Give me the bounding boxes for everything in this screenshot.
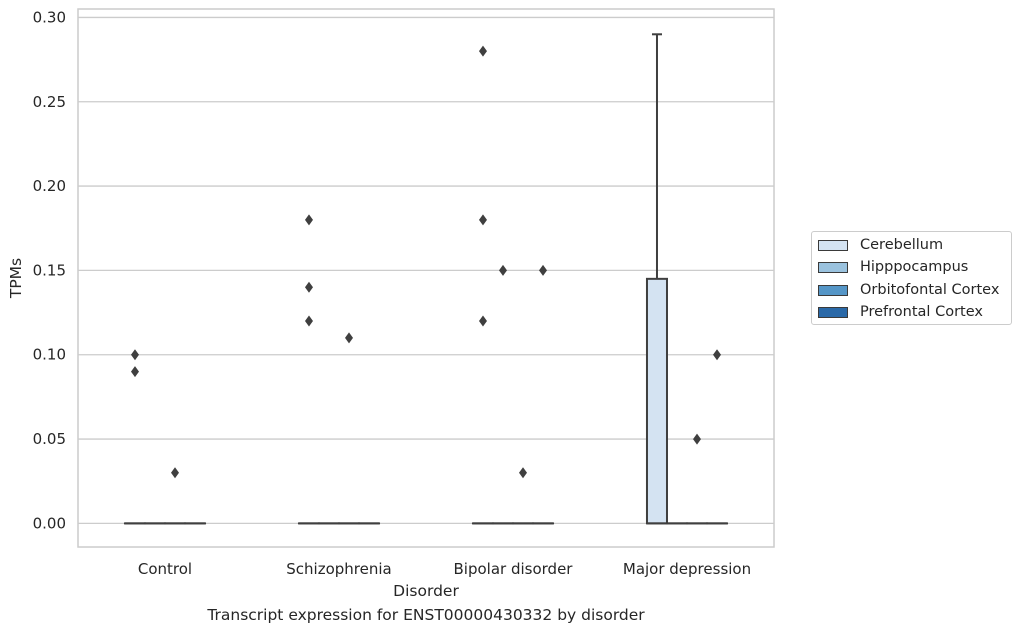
x-axis-ticks: Control Schizophrenia Bipolar disorder Majo… [138, 560, 751, 578]
legend-swatch-cerebellum [818, 239, 848, 251]
y-tick-label-5: 0.25 [33, 93, 66, 111]
x-tick-label-bipolar-disorder: Bipolar disorder [454, 560, 574, 578]
outlier-orbitofontal-cortex-schizophrenia-0 [345, 332, 354, 344]
boxes [123, 33, 729, 525]
legend-swatch-orbitofrontal-cortex [818, 284, 848, 296]
outlier-cerebellum-bipolar-disorder-0 [478, 315, 487, 327]
y-axis-ticks: 0.00 0.05 0.10 0.15 0.20 0.25 0.30 [33, 8, 66, 532]
legend-item-hippocampus: Hipppocampus [818, 257, 968, 277]
y-tick-label-4: 0.20 [33, 177, 66, 195]
gridlines [78, 16, 774, 525]
box-cerebellum-major-depression [645, 277, 668, 525]
outlier-cerebellum-schizophrenia-0 [304, 315, 313, 327]
legend-swatch-hippocampus [818, 261, 848, 273]
y-axis-title: TPMs [7, 258, 25, 299]
outlier-orbitofontal-cortex-bipolar-disorder-0 [519, 467, 528, 479]
legend: Cerebellum Hipppocampus Orbitofontal Cor… [811, 231, 1012, 325]
y-tick-label-6: 0.30 [33, 8, 66, 26]
legend-item-orbitofrontal-cortex: Orbitofontal Cortex [818, 280, 999, 300]
plot-area-frame [77, 8, 775, 548]
outlier-orbitofontal-cortex-control-0 [171, 467, 180, 479]
outlier-cerebellum-bipolar-disorder-2 [478, 45, 487, 57]
y-tick-label-1: 0.05 [33, 430, 66, 448]
legend-item-cerebellum: Cerebellum [818, 235, 943, 255]
legend-label-hippocampus: Hipppocampus [860, 259, 969, 275]
outlier-cerebellum-schizophrenia-1 [304, 281, 313, 293]
outlier-hipppocampus-bipolar-disorder-0 [498, 264, 507, 276]
legend-swatch-prefrontal-cortex [818, 306, 848, 318]
legend-label-orbitofrontal-cortex: Orbitofontal Cortex [860, 282, 1000, 298]
x-axis-title: Disorder [393, 582, 459, 600]
outlier-prefrontal-cortex-bipolar-disorder-0 [539, 264, 548, 276]
y-tick-label-2: 0.10 [33, 346, 66, 364]
x-tick-label-control: Control [138, 560, 192, 578]
chart-caption: Transcript expression for ENST0000043033… [207, 606, 645, 624]
outlier-points [130, 45, 722, 479]
outlier-cerebellum-control-1 [130, 349, 139, 361]
legend-label-prefrontal-cortex: Prefrontal Cortex [860, 304, 983, 320]
legend-item-prefrontal-cortex: Prefrontal Cortex [818, 302, 983, 322]
legend-label-cerebellum: Cerebellum [860, 237, 944, 253]
y-tick-label-0: 0.00 [33, 514, 66, 532]
outlier-prefrontal-cortex-major-depression-0 [713, 349, 722, 361]
x-tick-label-schizophrenia: Schizophrenia [286, 560, 391, 578]
y-tick-label-3: 0.15 [33, 261, 66, 279]
x-tick-label-major-depression: Major depression [623, 560, 751, 578]
outlier-cerebellum-bipolar-disorder-1 [478, 214, 487, 226]
outlier-cerebellum-schizophrenia-2 [304, 214, 313, 226]
outlier-cerebellum-control-0 [130, 366, 139, 378]
outlier-orbitofontal-cortex-major-depression-0 [693, 433, 702, 445]
